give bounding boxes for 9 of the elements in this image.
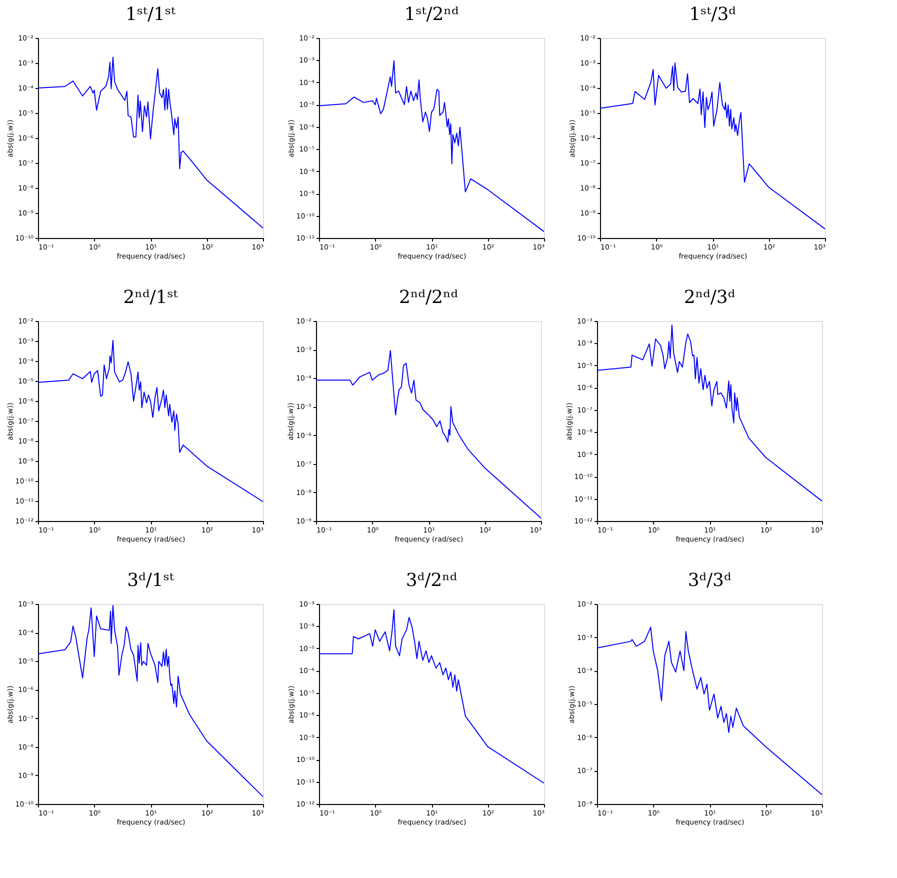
- chart-title: 3ᵈ/2ⁿᵈ: [406, 570, 458, 591]
- chart-title: 3ᵈ/3ᵈ: [688, 570, 732, 591]
- chart-title: 2ⁿᵈ/2ⁿᵈ: [399, 287, 458, 308]
- chart-title: 2ⁿᵈ/3ᵈ: [684, 287, 736, 308]
- chart-title: 1ˢᵗ/3ᵈ: [689, 4, 736, 25]
- chart-title: 3ᵈ/1ˢᵗ: [127, 570, 174, 591]
- chart-title: 1ˢᵗ/2ⁿᵈ: [404, 4, 459, 25]
- chart-title: 2ⁿᵈ/1ˢᵗ: [123, 287, 178, 308]
- chart-title: 1ˢᵗ/1ˢᵗ: [126, 4, 176, 25]
